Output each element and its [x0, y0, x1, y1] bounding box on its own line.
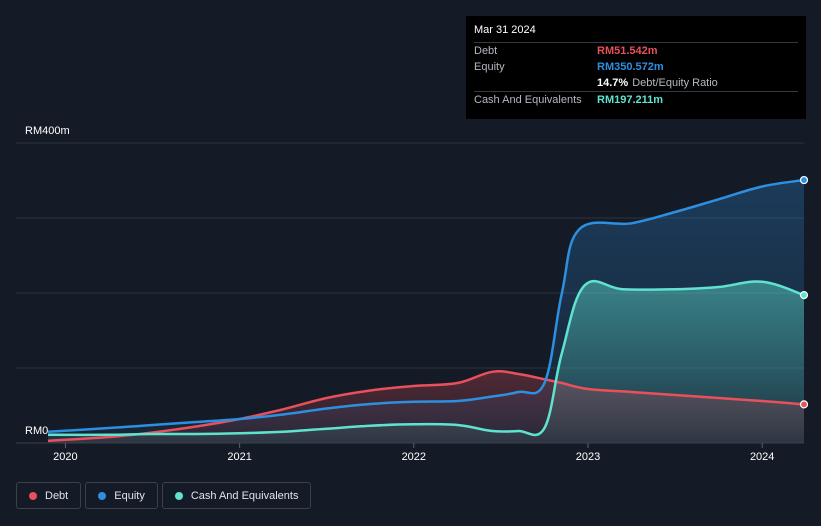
- data-tooltip: Mar 31 2024 Debt RM51.542m Equity RM350.…: [466, 16, 806, 119]
- end-marker-cash-and-equivalents: [799, 291, 809, 300]
- legend-label-debt: Debt: [45, 489, 69, 502]
- line-equity: [47, 178, 805, 434]
- tooltip-value-ratio: 14.7%: [597, 77, 629, 89]
- x-tick-label-0: 2020: [53, 451, 77, 463]
- y-tick-label-max: RM400m: [25, 125, 70, 137]
- end-markers: [799, 175, 809, 409]
- x-tick-label-2: 2022: [402, 451, 426, 463]
- series-areas: [48, 180, 804, 443]
- tooltip-value-equity: RM350.572m: [597, 61, 664, 73]
- end-marker-debt: [799, 400, 809, 409]
- legend-item-debt[interactable]: Debt: [16, 482, 82, 509]
- chart-legend: Debt Equity Cash And Equivalents: [16, 482, 312, 509]
- series-lines: [47, 178, 805, 443]
- tooltip-label-ratio: [474, 75, 597, 91]
- x-tick-label-3: 2023: [576, 451, 600, 463]
- area-debt: [48, 371, 804, 443]
- end-marker-equity: [799, 175, 809, 185]
- tooltip-row-cash: Cash And Equivalents RM197.211m: [474, 91, 798, 108]
- legend-item-equity[interactable]: Equity: [85, 482, 158, 509]
- line-cash-and-equivalents: [47, 279, 805, 437]
- x-tick-label-4: 2024: [750, 451, 774, 463]
- tooltip-ratio-caption: Debt/Equity Ratio: [632, 77, 718, 89]
- x-tick-label-1: 2021: [227, 451, 251, 463]
- legend-dot-cash: [174, 491, 183, 500]
- x-axis: 2020 2021 2022 2023 2024: [16, 442, 804, 463]
- legend-label-equity: Equity: [114, 489, 145, 502]
- y-tick-label-min: RM0: [25, 425, 49, 437]
- legend-dot-equity: [98, 491, 107, 500]
- tooltip-row-equity: Equity RM350.572m: [474, 59, 798, 75]
- legend-dot-debt: [29, 491, 37, 500]
- legend-label-cash: Cash And Equivalents: [190, 489, 299, 502]
- tooltip-date: Mar 31 2024: [474, 24, 536, 36]
- tooltip-label-equity: Equity: [474, 61, 505, 73]
- tooltip-value-debt: RM51.542m: [597, 45, 658, 57]
- tooltip-row-ratio: 14.7% Debt/Equity Ratio: [474, 75, 798, 91]
- tooltip-label-debt: Debt: [474, 45, 498, 57]
- legend-item-cash[interactable]: Cash And Equivalents: [161, 482, 312, 509]
- tooltip-value-cash: RM197.211m: [597, 94, 664, 106]
- line-debt: [47, 369, 805, 443]
- tooltip-label-cash: Cash And Equivalents: [474, 94, 582, 106]
- tooltip-row-debt: Debt RM51.542m: [474, 42, 798, 59]
